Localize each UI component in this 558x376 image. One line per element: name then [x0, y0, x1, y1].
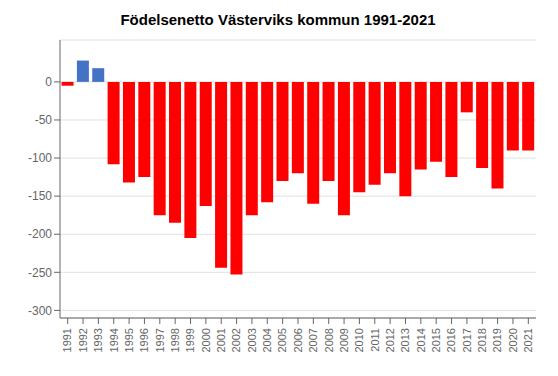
svg-text:-50: -50: [35, 113, 53, 127]
svg-text:2005: 2005: [276, 328, 288, 352]
svg-text:2018: 2018: [476, 328, 488, 352]
svg-text:2007: 2007: [307, 328, 319, 352]
svg-text:-150: -150: [28, 189, 52, 203]
svg-text:2010: 2010: [353, 328, 365, 352]
svg-text:2008: 2008: [323, 328, 335, 352]
svg-text:2002: 2002: [230, 328, 242, 352]
svg-text:1998: 1998: [169, 328, 181, 352]
svg-text:2021: 2021: [522, 328, 534, 352]
svg-text:2006: 2006: [292, 328, 304, 352]
svg-text:2019: 2019: [491, 328, 503, 352]
svg-text:2009: 2009: [338, 328, 350, 352]
svg-text:2020: 2020: [507, 328, 519, 352]
svg-text:1992: 1992: [77, 328, 89, 352]
svg-text:2013: 2013: [399, 328, 411, 352]
svg-text:2017: 2017: [461, 328, 473, 352]
svg-text:2015: 2015: [430, 328, 442, 352]
html-text:Födelsenetto Västerviks kommun: Födelsenetto Västerviks kommun 1991-2021: [120, 11, 436, 28]
svg-text:1996: 1996: [138, 328, 150, 352]
svg-text:2016: 2016: [445, 328, 457, 352]
svg-text:2000: 2000: [200, 328, 212, 352]
svg-text:1997: 1997: [154, 328, 166, 352]
svg-text:2003: 2003: [246, 328, 258, 352]
svg-text:2001: 2001: [215, 328, 227, 352]
svg-text:1993: 1993: [92, 328, 104, 352]
svg-text:0: 0: [45, 75, 52, 89]
svg-text:-100: -100: [28, 151, 52, 165]
svg-text:-300: -300: [28, 304, 52, 318]
svg-text:2004: 2004: [261, 328, 273, 352]
svg-text:-200: -200: [28, 227, 52, 241]
svg-text:-250: -250: [28, 266, 52, 280]
svg-text:1994: 1994: [108, 328, 120, 352]
svg-text:1995: 1995: [123, 328, 135, 352]
svg-text:1999: 1999: [184, 328, 196, 352]
svg-text:1991: 1991: [61, 328, 73, 352]
svg-text:2011: 2011: [369, 328, 381, 352]
svg-text:2012: 2012: [384, 328, 396, 352]
svg-text:2014: 2014: [415, 328, 427, 352]
